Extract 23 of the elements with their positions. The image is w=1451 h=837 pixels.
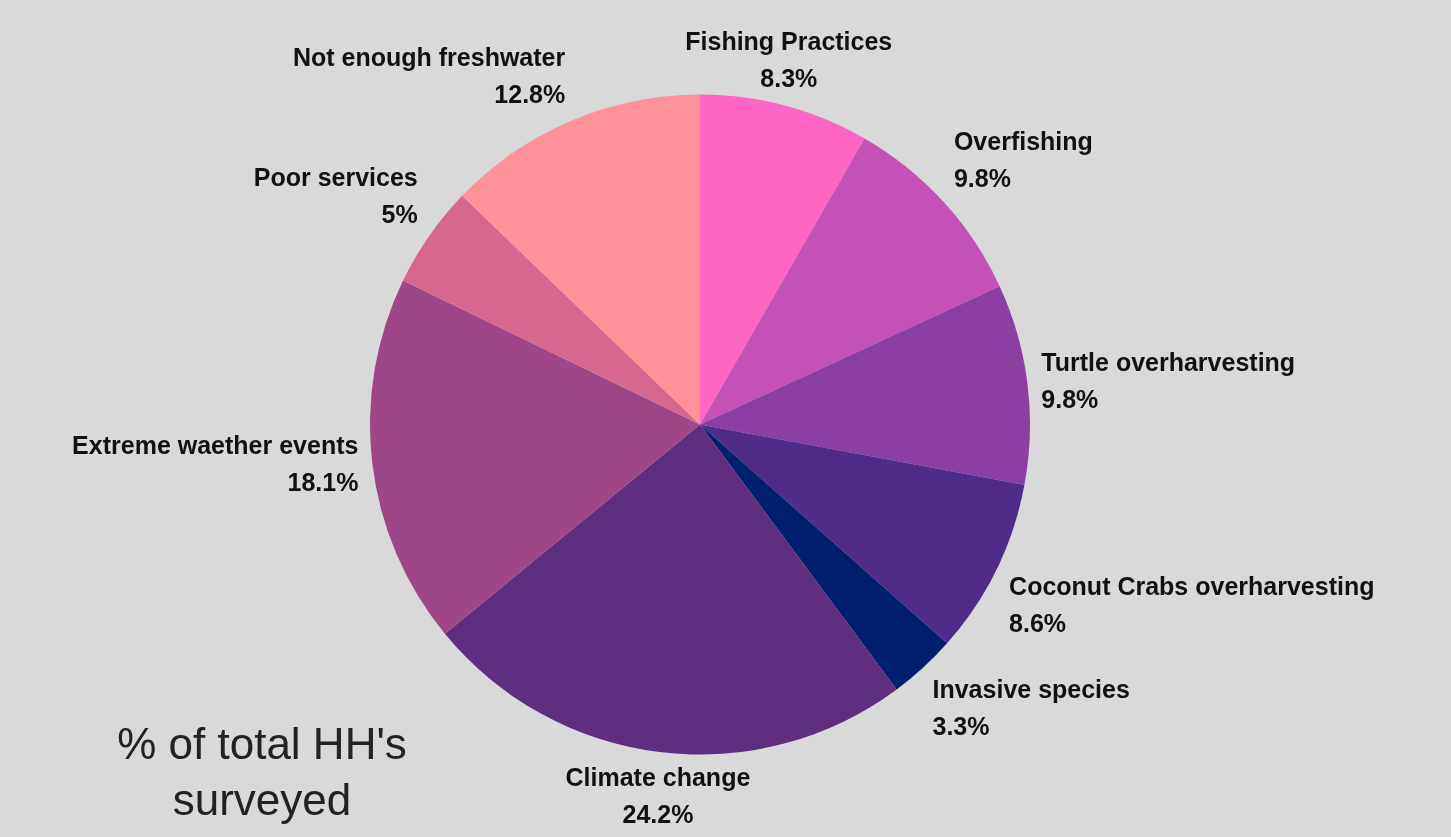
slice-label: Not enough freshwater [292,42,566,71]
data-label: 3.3% [932,712,990,741]
text: % of total HH's surveyed [117,719,407,824]
data-label: 12.8% [494,79,566,108]
data-label: 5% [381,199,418,228]
data-label: 8.3% [760,64,818,93]
slice-label: Fishing Practices [685,27,893,56]
data-label: 18.1% [287,467,359,496]
pie-slice [370,280,700,634]
data-label: 9.8% [1041,384,1099,413]
slice-label: Invasive species [932,675,1130,704]
slice-label: Extreme waether events [72,430,359,459]
pie-slice [700,286,1030,485]
slice-label: Turtle overharvesting [1041,347,1296,376]
pie-slice [700,94,865,425]
slice-label: Coconut Crabs overharvesting [1009,572,1375,601]
slice-label: Climate change [565,762,751,791]
data-label: 24.2% [622,799,694,828]
slice-label: Poor services [253,162,418,191]
pie-slice [444,424,897,755]
slice-label: Overfishing [953,127,1093,156]
data-label: 8.6% [1009,609,1067,638]
data-label: 9.8% [953,164,1011,193]
